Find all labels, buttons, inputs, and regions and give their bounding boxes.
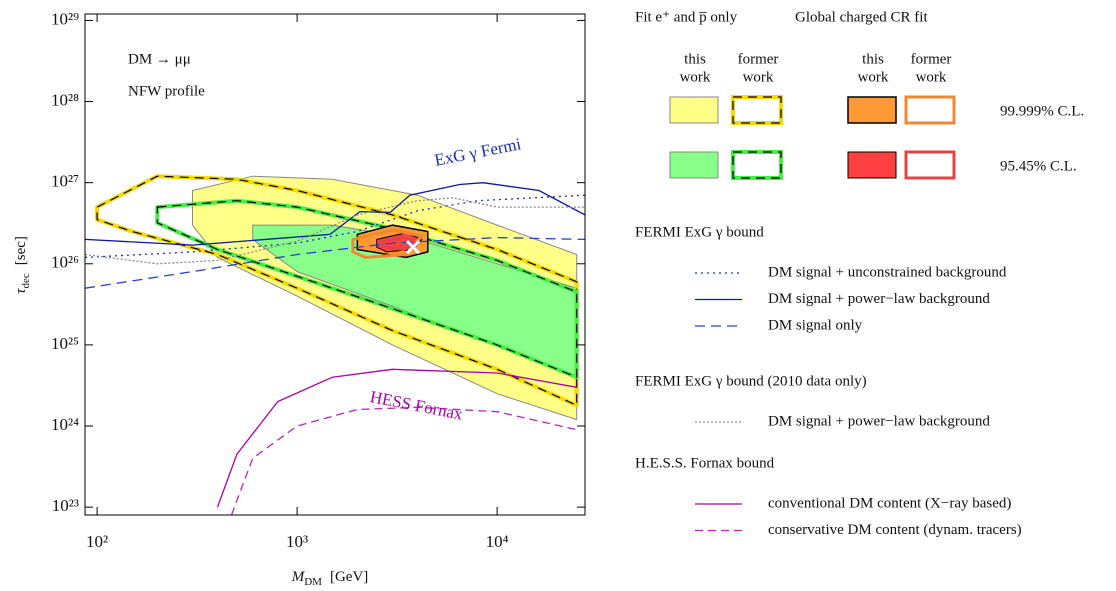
legend-column-head: this (684, 51, 706, 67)
bound-line (85, 182, 585, 246)
bound-line (85, 197, 585, 265)
legend-column-head: work (743, 69, 774, 85)
contour-dash (156, 200, 578, 379)
legend-swatch (904, 150, 956, 180)
x-label-unit: [GeV] (330, 569, 368, 585)
legend-swatch-dash (732, 96, 782, 124)
legend-label: DM signal only (768, 317, 863, 333)
y-label-symbol: τ (13, 288, 29, 294)
y-tick-label: 10²³ (52, 496, 79, 515)
x-axis-label: MDM [GeV] (291, 569, 369, 587)
y-tick-label: 10²⁹ (51, 9, 79, 28)
bound-line (85, 236, 585, 289)
legend-label: DM signal + unconstrained background (768, 264, 1007, 280)
legend-group-title: Global charged CR fit (795, 9, 928, 25)
annotation: ExG γ Fermi (433, 134, 523, 169)
y-label-sub: dec (20, 273, 32, 288)
legend-swatch (731, 95, 783, 125)
legend-swatch-dash (732, 151, 782, 179)
legend-swatch (731, 150, 783, 180)
annotation: HESS Fornax (368, 387, 464, 424)
legend-section-title: H.E.S.S. Fornax bound (635, 455, 775, 471)
contour-region (381, 236, 417, 251)
y-label-unit: [sec] (13, 236, 29, 265)
legend-level: 95.45% C.L. (1000, 158, 1077, 174)
legend-swatch (847, 151, 897, 179)
x-tick-label: 10² (86, 532, 108, 551)
x-tick-label: 10³ (286, 532, 308, 551)
contour-dash (96, 175, 578, 407)
legend-label: conventional DM content (X−ray based) (768, 495, 1011, 511)
legend-group-title: Fit e⁺ and p̅ only (635, 9, 738, 25)
legend-column-head: work (916, 69, 947, 85)
plot-area (85, 174, 585, 515)
legend-column-head: work (680, 69, 711, 85)
bound-line (230, 406, 577, 515)
legend-column-head: former (911, 51, 952, 67)
legend-label: conservative DM content (dynam. tracers) (768, 522, 1022, 538)
legend-column-head: this (862, 51, 884, 67)
legend-label: DM signal + power−law background (768, 413, 990, 429)
y-axis-label: τdec [sec] (13, 236, 31, 294)
y-tick-label: 10²⁵ (51, 334, 79, 353)
y-tick-label: 10²⁸ (51, 90, 79, 109)
bound-line (216, 368, 577, 508)
legend-section-title: FERMI ExG γ bound (635, 224, 764, 240)
legend-swatch (904, 95, 956, 125)
annotation: NFW profile (128, 83, 205, 99)
plot-frame (84, 13, 586, 516)
legend-column-head: former (738, 51, 779, 67)
legend-swatch (669, 96, 719, 124)
x-label-symbol: M (291, 569, 306, 585)
legend-label: DM signal + power−law background (768, 291, 990, 307)
legend-section-title: FERMI ExG γ bound (2010 data only) (635, 373, 867, 389)
legend-level: 99.999% C.L. (1000, 103, 1084, 119)
y-tick-label: 10²⁴ (51, 415, 79, 434)
best-fit-marker (406, 240, 421, 255)
legend-column-head: work (858, 69, 889, 85)
x-tick-label: 10⁴ (486, 532, 509, 551)
legend-swatch (847, 96, 897, 124)
y-tick-label: 10²⁶ (51, 253, 79, 272)
annotation: DM → μμ (128, 51, 191, 67)
x-label-sub: DM (304, 576, 322, 588)
y-tick-label: 10²⁷ (51, 172, 79, 191)
legend-swatch (669, 151, 719, 179)
contour-region (351, 228, 424, 259)
